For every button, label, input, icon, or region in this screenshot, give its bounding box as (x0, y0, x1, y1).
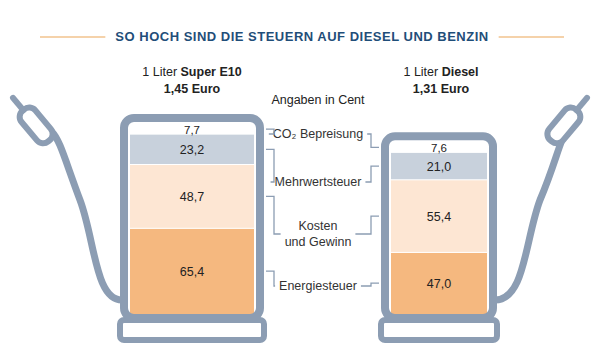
category-label: 1 Liter Super E10 (142, 65, 241, 79)
bar-segment (130, 134, 254, 164)
category-prefix: 1 Liter (403, 65, 441, 79)
data-label: 65,4 (180, 265, 204, 279)
data-label: 7,7 (184, 124, 200, 136)
bar-segment (391, 252, 487, 314)
bars (130, 124, 487, 314)
subtitle: Angaben in Cent (271, 93, 365, 107)
pump-base (381, 320, 497, 340)
hose (495, 132, 566, 300)
legend-line: Mehrwertsteuer (275, 175, 362, 189)
data-label: 7,6 (431, 142, 447, 154)
segment-divider (391, 252, 487, 253)
title-rule (499, 36, 564, 38)
category-name: Super E10 (181, 65, 242, 79)
nozzle (544, 92, 594, 146)
legend-connector (266, 196, 281, 234)
data-label: 48,7 (180, 190, 204, 204)
legend-line: Kosten (299, 219, 338, 233)
data-label: 21,0 (427, 160, 451, 174)
legend-line: CO₂ Bepreisung (273, 127, 363, 141)
pump-body-bg (385, 136, 493, 320)
nozzle-tip (577, 98, 587, 110)
legend-line: Energiesteuer (279, 279, 357, 293)
legend-connector (355, 216, 379, 234)
nozzle (6, 92, 56, 146)
legend-label: Mehrwertsteuer (275, 175, 362, 189)
legend-label: Kosten und Gewinn (285, 219, 352, 249)
data-label: 23,2 (180, 143, 204, 157)
pump-base (120, 320, 264, 340)
pump-body (124, 118, 260, 318)
legend-connector (361, 283, 379, 286)
legend-connector (266, 149, 274, 182)
segment-divider (130, 164, 254, 165)
total-label: 1,31 Euro (413, 82, 470, 96)
category-name: Diesel (442, 65, 479, 79)
bar-segment (391, 152, 487, 180)
legend-label: CO₂ Bepreisung (273, 127, 363, 141)
data-label: 47,0 (427, 277, 451, 291)
segment-divider (130, 228, 254, 229)
segment-divider (391, 179, 487, 180)
legend-line: und Gewinn (285, 235, 352, 249)
pump-body (385, 136, 493, 318)
bar-segment (391, 180, 487, 253)
pump-body-bg (124, 118, 260, 320)
hose (52, 132, 122, 300)
title-rule (40, 36, 105, 38)
legend-connector (365, 166, 379, 182)
nozzle-tip (13, 98, 23, 110)
legend-connector (266, 129, 274, 134)
category-prefix: 1 Liter (142, 65, 180, 79)
chart: SO HOCH SIND DIE STEUERN AUF DIESEL UND … (0, 0, 604, 364)
total-label: 1,45 Euro (164, 82, 221, 96)
legend-connector (266, 271, 275, 286)
title: SO HOCH SIND DIE STEUERN AUF DIESEL UND … (115, 29, 488, 44)
bar-segment (130, 164, 254, 228)
legend-label: Energiesteuer (279, 279, 357, 293)
data-label: 55,4 (427, 210, 451, 224)
bar-segment (130, 228, 254, 314)
category-label: 1 Liter Diesel (403, 65, 478, 79)
legend-connector (367, 134, 379, 147)
